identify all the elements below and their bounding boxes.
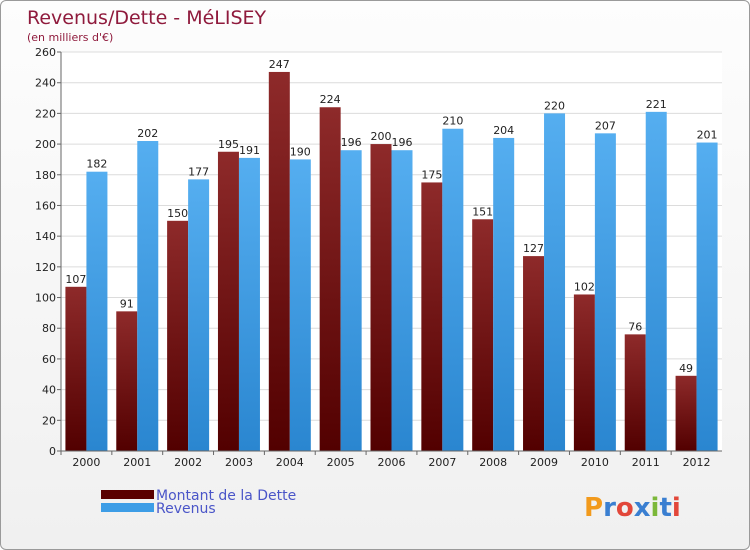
bar-revenue	[340, 150, 362, 451]
bar-debt	[421, 182, 443, 451]
logo-letter: i	[651, 493, 660, 523]
legend-swatch-revenue	[101, 503, 154, 512]
x-tick-label: 2011	[632, 456, 660, 469]
logo-letter: P	[584, 493, 603, 523]
data-label-debt: 102	[574, 280, 595, 293]
bar-debt	[319, 107, 341, 451]
data-label-debt: 150	[167, 207, 188, 220]
data-label-debt: 151	[472, 205, 493, 218]
x-tick-label: 2008	[479, 456, 507, 469]
bar-revenue	[289, 159, 311, 451]
x-tick-label: 2005	[327, 456, 355, 469]
data-label-revenue: 182	[86, 158, 107, 171]
x-tick-label: 2002	[174, 456, 202, 469]
bar-revenue	[493, 137, 515, 451]
data-label-revenue: 204	[493, 124, 514, 137]
y-tick-label: 240	[35, 77, 56, 90]
data-label-debt: 49	[679, 362, 693, 375]
x-tick-label: 2010	[581, 456, 609, 469]
chart-subtitle: (en milliers d'€)	[27, 31, 113, 44]
x-tick-label: 2007	[428, 456, 456, 469]
y-tick-label: 100	[35, 292, 56, 305]
x-tick-label: 2001	[123, 456, 151, 469]
x-tick-label: 2003	[225, 456, 253, 469]
logo-letter: x	[634, 493, 651, 523]
data-label-revenue: 190	[290, 145, 311, 158]
bar-revenue	[442, 128, 464, 451]
logo-letter: i	[672, 493, 681, 523]
bar-debt	[472, 219, 494, 451]
data-label-revenue: 210	[442, 115, 463, 128]
x-tick-label: 2009	[530, 456, 558, 469]
y-tick-label: 220	[35, 107, 56, 120]
axes-group: 0 20 40 60 80 100 120 140 160 180 200 220 240 260 2000…	[35, 46, 722, 469]
logo-letter: r	[603, 493, 616, 523]
bar-revenue	[86, 171, 108, 451]
y-tick-label: 40	[42, 384, 56, 397]
y-tick-label: 260	[35, 46, 56, 59]
data-label-debt: 224	[320, 93, 341, 106]
bar-debt	[217, 151, 239, 451]
data-label-revenue: 202	[137, 127, 158, 140]
bar-debt	[370, 144, 392, 452]
data-label-revenue: 220	[544, 99, 565, 112]
bar-revenue	[137, 141, 159, 451]
data-label-revenue: 201	[697, 129, 718, 142]
bar-debt	[675, 375, 697, 451]
logo-letter: o	[616, 493, 634, 523]
bar-debt	[65, 286, 87, 451]
data-label-revenue: 207	[595, 119, 616, 132]
data-label-debt: 195	[218, 138, 239, 151]
y-tick-label: 20	[42, 414, 56, 427]
bar-debt	[268, 71, 290, 451]
data-label-debt: 200	[371, 130, 392, 143]
data-label-debt: 127	[523, 242, 544, 255]
data-label-revenue: 196	[341, 136, 362, 149]
y-tick-label: 120	[35, 261, 56, 274]
x-tick-label: 2000	[72, 456, 100, 469]
x-tick-label: 2004	[276, 456, 304, 469]
bar-debt	[523, 256, 545, 451]
legend-label-revenue: Revenus	[156, 501, 216, 517]
x-tick-label: 2012	[683, 456, 711, 469]
bar-revenue	[645, 111, 667, 451]
bar-revenue	[594, 133, 616, 452]
bar-revenue	[391, 150, 413, 451]
data-label-debt: 175	[421, 168, 442, 181]
data-label-revenue: 221	[646, 98, 667, 111]
y-tick-label: 0	[49, 445, 56, 458]
data-label-revenue: 177	[188, 165, 209, 178]
legend-swatch-debt	[101, 490, 154, 499]
bar-debt	[116, 311, 138, 451]
bar-debt	[573, 294, 595, 451]
bar-debt	[167, 220, 189, 451]
chart-title: Revenus/Dette - MéLISEY	[27, 7, 267, 29]
bar-revenue	[238, 157, 260, 451]
logo-letter: t	[659, 493, 671, 523]
x-tick-label: 2006	[378, 456, 406, 469]
data-label-revenue: 196	[392, 136, 413, 149]
data-label-debt: 107	[65, 273, 86, 286]
y-tick-label: 200	[35, 138, 56, 151]
data-label-debt: 76	[628, 320, 642, 333]
bar-revenue	[696, 142, 718, 452]
legend-label-debt: Montant de la Dette	[156, 488, 296, 504]
data-label-revenue: 191	[239, 144, 260, 157]
y-tick-label: 180	[35, 169, 56, 182]
y-tick-label: 80	[42, 322, 56, 335]
y-tick-label: 140	[35, 230, 56, 243]
proxiti-logo: Proxiti	[584, 493, 681, 523]
bar-revenue	[544, 113, 566, 451]
bar-debt	[624, 334, 646, 451]
bar-revenue	[188, 179, 210, 451]
data-label-debt: 247	[269, 58, 290, 71]
y-tick-label: 60	[42, 353, 56, 366]
y-tick-label: 160	[35, 199, 56, 212]
data-label-debt: 91	[120, 297, 134, 310]
